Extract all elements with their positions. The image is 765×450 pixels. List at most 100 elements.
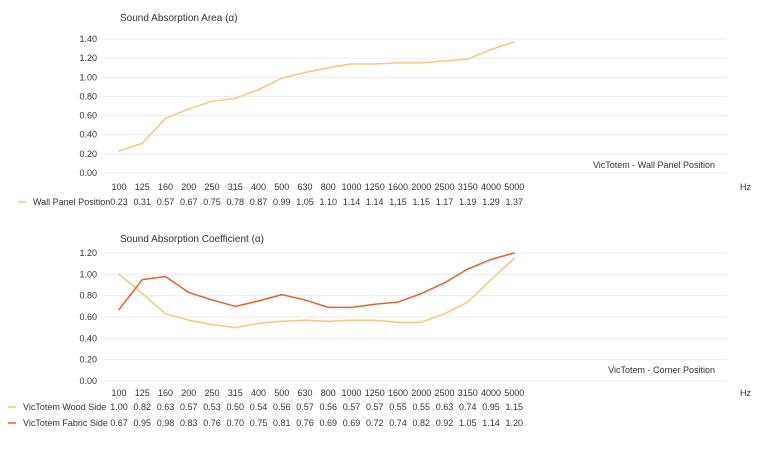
x-tick-label: 160 <box>158 182 173 192</box>
x-tick-label: 500 <box>274 388 289 398</box>
data-point <box>118 273 120 276</box>
data-point <box>141 142 144 145</box>
data-point <box>373 63 376 65</box>
data-value-label: 0.75 <box>203 197 221 207</box>
data-point <box>490 258 492 261</box>
data-value-label: 1.14 <box>482 418 500 428</box>
data-point <box>118 308 120 311</box>
x-tick-label: 200 <box>181 388 196 398</box>
data-point <box>141 292 144 295</box>
data-value-label: 0.31 <box>133 197 151 207</box>
data-value-label: 1.05 <box>296 197 314 207</box>
data-value-label: 1.00 <box>110 402 128 412</box>
data-point <box>280 77 283 80</box>
data-value-label: 0.57 <box>296 402 314 412</box>
data-point <box>350 319 353 322</box>
y-tick-label: 0.20 <box>79 355 97 365</box>
x-tick-label: 400 <box>251 182 266 192</box>
data-value-label: 0.57 <box>343 402 361 412</box>
data-value-label: 0.75 <box>250 418 268 428</box>
x-tick-label: 2500 <box>434 388 454 398</box>
data-value-label: 0.83 <box>180 418 198 428</box>
data-value-label: 0.74 <box>459 402 477 412</box>
data-value-label: 0.95 <box>482 402 500 412</box>
data-point <box>211 299 213 301</box>
data-value-label: 0.69 <box>343 418 361 428</box>
y-tick-label: 0.00 <box>79 376 97 386</box>
data-value-label: 1.10 <box>319 197 337 207</box>
data-point <box>397 301 399 303</box>
data-value-label: 0.70 <box>226 418 244 428</box>
data-point <box>304 299 306 301</box>
x-tick-label: 315 <box>228 182 243 192</box>
data-value-label: 1.15 <box>505 402 523 412</box>
data-point <box>118 150 120 152</box>
y-tick-label: 0.80 <box>79 91 97 101</box>
data-point <box>164 117 167 120</box>
y-tick-label: 0.80 <box>79 291 97 301</box>
data-value-label: 0.72 <box>366 418 384 428</box>
sound-absorption-coefficient-chart: Sound Absorption Coefficient (α) 0.00 0.20… <box>8 234 751 428</box>
data-value-label: 1.19 <box>459 197 477 207</box>
x-tick-label: 3150 <box>458 388 478 398</box>
data-point <box>397 62 399 64</box>
x-tick-label: 125 <box>135 388 150 398</box>
x-tick-label: 3150 <box>458 182 478 192</box>
x-tick-label: 1600 <box>388 388 408 398</box>
x-tick-label: 250 <box>204 182 219 192</box>
data-point <box>350 63 353 65</box>
x-tick-label: 100 <box>111 388 126 398</box>
data-value-label: 0.53 <box>203 402 221 412</box>
x-tick-label: 2000 <box>411 182 431 192</box>
data-point <box>211 100 213 103</box>
data-value-label: 0.99 <box>273 197 291 207</box>
data-value-label: 0.74 <box>389 418 407 428</box>
x-tick-label: 1250 <box>365 388 385 398</box>
data-point <box>327 66 330 69</box>
data-value-label: 0.81 <box>273 418 291 428</box>
data-value-label: 0.57 <box>157 197 175 207</box>
data-value-label: 1.05 <box>459 418 477 428</box>
y-tick-label: 1.20 <box>79 53 97 63</box>
position-label: VicTotem - Wall Panel Position <box>593 160 715 170</box>
y-tick-label: 0.00 <box>79 168 97 178</box>
data-value-label: 1.37 <box>505 197 523 207</box>
data-value-label: 0.67 <box>180 197 198 207</box>
data-value-label: 0.87 <box>250 197 268 207</box>
y-tick-label: 0.40 <box>79 333 97 343</box>
data-value-label: 0.82 <box>412 418 430 428</box>
x-tick-label: 100 <box>111 182 126 192</box>
data-value-label: 0.55 <box>389 402 407 412</box>
x-tick-label: 200 <box>181 182 196 192</box>
data-value-label: 0.63 <box>436 402 454 412</box>
data-point <box>280 293 283 296</box>
data-point <box>350 306 353 309</box>
data-point <box>164 313 167 315</box>
data-value-label: 0.63 <box>157 402 175 412</box>
x-tick-label: 4000 <box>481 388 501 398</box>
x-tick-label: 250 <box>204 388 219 398</box>
x-tick-label: 800 <box>321 182 336 192</box>
data-point <box>443 282 446 284</box>
data-value-label: 1.15 <box>389 197 407 207</box>
data-point <box>304 319 306 322</box>
data-value-label: 0.67 <box>110 418 128 428</box>
data-point <box>327 320 330 323</box>
x-tick-label: 1600 <box>388 182 408 192</box>
data-value-label: 0.23 <box>110 197 128 207</box>
x-tick-label: 5000 <box>504 182 524 192</box>
data-point <box>513 41 516 43</box>
data-point <box>234 305 237 308</box>
x-tick-label: 500 <box>274 182 289 192</box>
data-value-label: 0.56 <box>273 402 291 412</box>
data-point <box>187 108 190 110</box>
data-point <box>490 278 492 281</box>
data-value-label: 0.57 <box>180 402 198 412</box>
x-tick-label: 5000 <box>504 388 524 398</box>
y-tick-label: 1.00 <box>79 72 97 82</box>
data-point <box>513 257 516 260</box>
data-value-label: 0.76 <box>296 418 314 428</box>
sound-absorption-area-chart: Sound Absorption Area (α) 0.00 0.20 0.40 0.6… <box>18 13 751 207</box>
data-value-label: 1.14 <box>343 197 361 207</box>
